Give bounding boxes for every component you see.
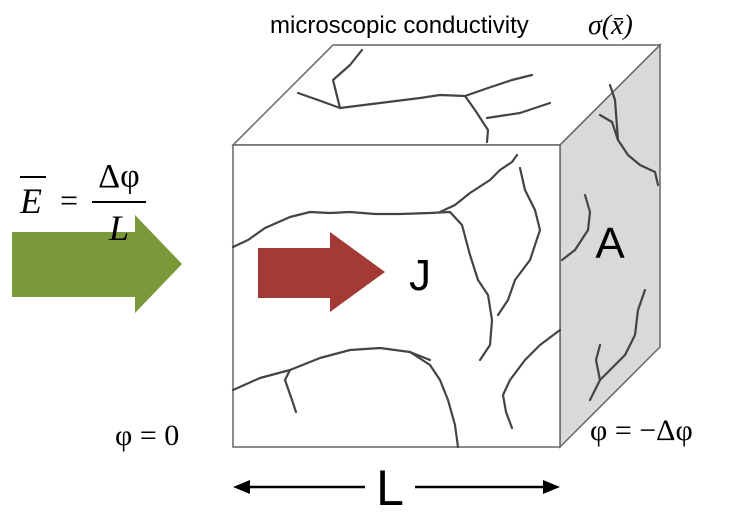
right-potential: φ = −Δφ (590, 414, 693, 447)
title: microscopic conductivity (270, 12, 529, 39)
denominator: L (108, 208, 129, 248)
current-label: J (409, 251, 431, 300)
field-arrow (12, 215, 182, 313)
area-label: A (595, 219, 625, 268)
left-potential: φ = 0 (115, 419, 179, 452)
sigma: σ(x̄) (588, 10, 633, 41)
diagram: microscopic conductivity σ(x̄) E = Δφ L … (0, 0, 740, 515)
equals: = (60, 182, 78, 218)
field-lhs: E (19, 181, 42, 221)
length-label: L (376, 460, 404, 515)
numerator: Δφ (98, 158, 140, 195)
